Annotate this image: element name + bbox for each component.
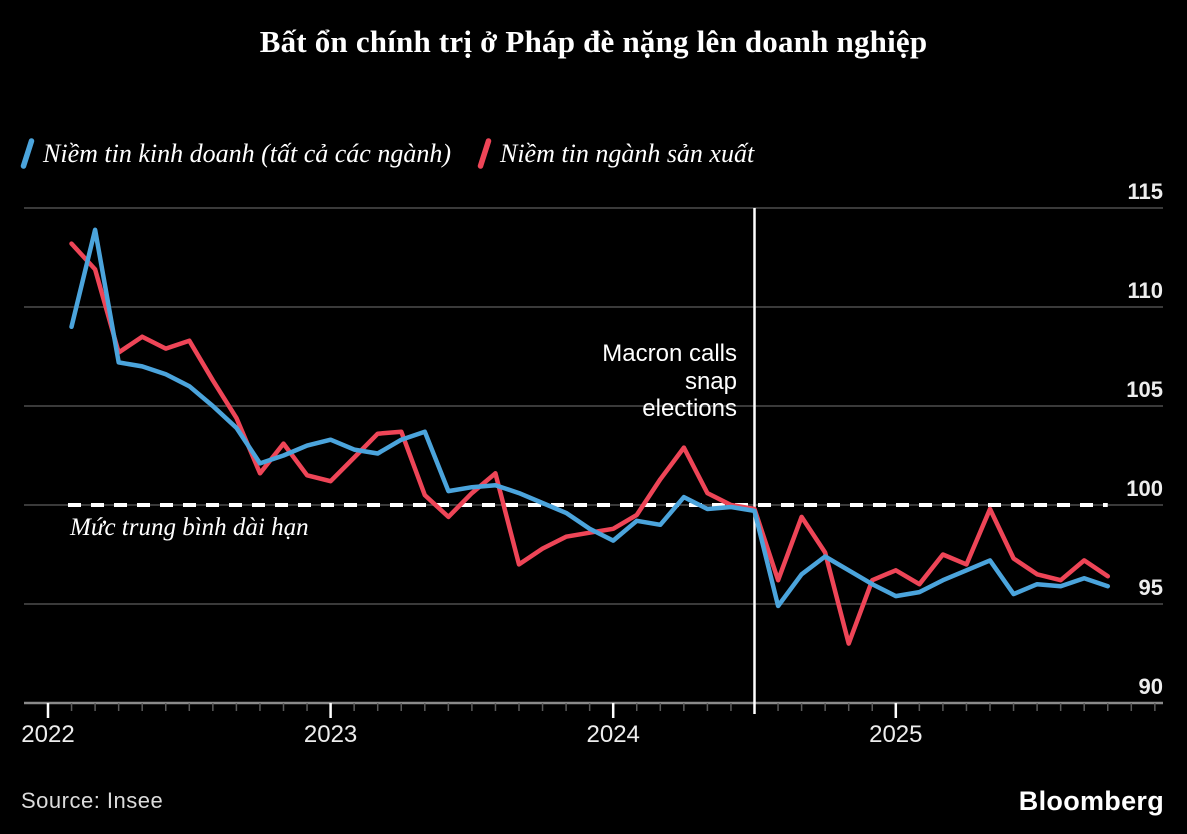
- y-tick-label: 100: [1126, 476, 1163, 501]
- source-label: Source: Insee: [21, 788, 164, 813]
- series-line-composite: [69, 227, 1111, 609]
- event-annotation-line-2: snap: [684, 367, 737, 395]
- red-slash-icon: [477, 138, 492, 169]
- legend-item-composite: Niềm tin kinh doanh (tất cả các ngành): [20, 138, 451, 169]
- x-tick-label: 2025: [869, 721, 922, 748]
- legend-item-manufacturing: Niềm tin ngành sản xuất: [477, 138, 754, 169]
- blue-slash-icon: [20, 138, 35, 169]
- event-annotation: Macron calls snap elections: [0, 340, 737, 423]
- event-annotation-line-3: elections: [642, 395, 737, 422]
- event-annotation-line-1: Macron calls: [602, 340, 737, 367]
- bloomberg-logo: Bloomberg: [1018, 786, 1164, 816]
- x-tick-label: 2023: [304, 721, 357, 748]
- x-tick-label: 2022: [21, 721, 74, 748]
- y-tick-label: 95: [1139, 575, 1163, 600]
- average-line-label: Mức trung bình dài hạn: [70, 514, 309, 541]
- y-tick-label: 115: [1128, 179, 1164, 204]
- y-tick-label: 110: [1128, 278, 1164, 303]
- legend: Niềm tin kinh doanh (tất cả các ngành) N…: [20, 138, 754, 169]
- legend-label-manufacturing: Niềm tin ngành sản xuất: [499, 138, 755, 168]
- series-line-manufacturing: [69, 241, 1111, 646]
- x-tick-label: 2024: [587, 721, 640, 748]
- legend-label-composite: Niềm tin kinh doanh (tất cả các ngành): [43, 138, 451, 168]
- chart-title: Bất ổn chính trị ở Pháp đè nặng lên doan…: [259, 24, 928, 59]
- y-tick-label: 105: [1126, 377, 1163, 402]
- y-tick-label: 90: [1139, 674, 1163, 699]
